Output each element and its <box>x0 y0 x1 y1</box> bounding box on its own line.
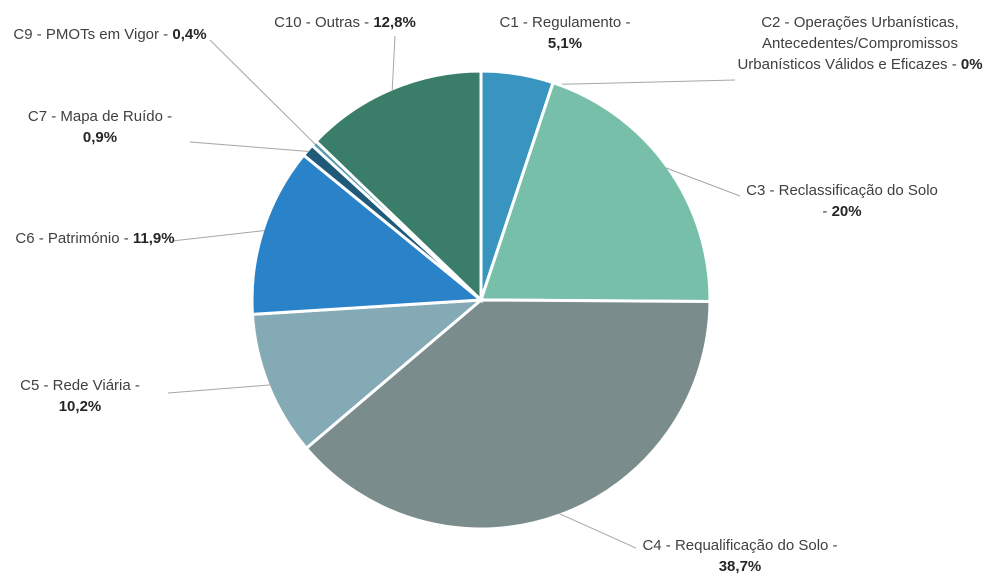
category-label: C1 - Regulamento - <box>499 14 631 31</box>
value-label: 0% <box>960 56 983 73</box>
category-label: C7 - Mapa de Ruído - <box>27 108 173 125</box>
leader-line <box>167 384 271 394</box>
value-label: 0,4% <box>172 26 207 43</box>
slice-label: C10 - Outras - 12,8% <box>235 12 455 33</box>
category-label: C3 - Reclassificação do Solo - <box>746 182 938 220</box>
category-label: C9 - PMOTs em Vigor - <box>13 26 169 43</box>
value-label: 0,9% <box>82 129 118 146</box>
leader-line <box>189 141 310 152</box>
leader-line <box>552 79 736 86</box>
slice-label: C4 - Requalificação do Solo - 38,7% <box>630 535 850 577</box>
category-label: C2 - Operações Urbanísticas, Antecedente… <box>737 14 959 73</box>
slice-label: C9 - PMOTs em Vigor - 0,4% <box>5 24 215 45</box>
value-label: 10,2% <box>58 398 102 415</box>
slice-label: C2 - Operações Urbanísticas, Antecedente… <box>735 12 985 75</box>
value-label: 38,7% <box>718 558 762 575</box>
pie-slice <box>250 298 486 451</box>
slice-label: C3 - Reclassificação do Solo - 20% <box>742 180 942 222</box>
slice-label: C7 - Mapa de Ruído - 0,9% <box>10 106 190 148</box>
leader-line <box>391 35 396 92</box>
value-label: 12,8% <box>373 14 416 31</box>
category-label: C4 - Requalificação do Solo - <box>642 537 838 554</box>
leader-line <box>171 230 265 242</box>
category-label: C6 - Património - <box>15 230 129 247</box>
category-label: C10 - Outras - <box>274 14 370 31</box>
value-label: 20% <box>831 203 862 220</box>
pie-slice <box>304 298 712 531</box>
pie-slice <box>478 80 712 303</box>
value-label: 5,1% <box>547 35 583 52</box>
slice-label: C1 - Regulamento - 5,1% <box>490 12 640 54</box>
leader-line <box>558 512 637 549</box>
slice-label: C6 - Património - 11,9% <box>15 228 175 249</box>
slice-label: C5 - Rede Viária - 10,2% <box>5 375 155 417</box>
category-label: C5 - Rede Viária - <box>20 377 140 394</box>
leader-line <box>209 39 316 145</box>
leader-line <box>665 167 741 197</box>
pie-slice <box>250 153 485 316</box>
value-label: 11,9% <box>132 230 175 247</box>
pie-slice <box>313 69 483 304</box>
